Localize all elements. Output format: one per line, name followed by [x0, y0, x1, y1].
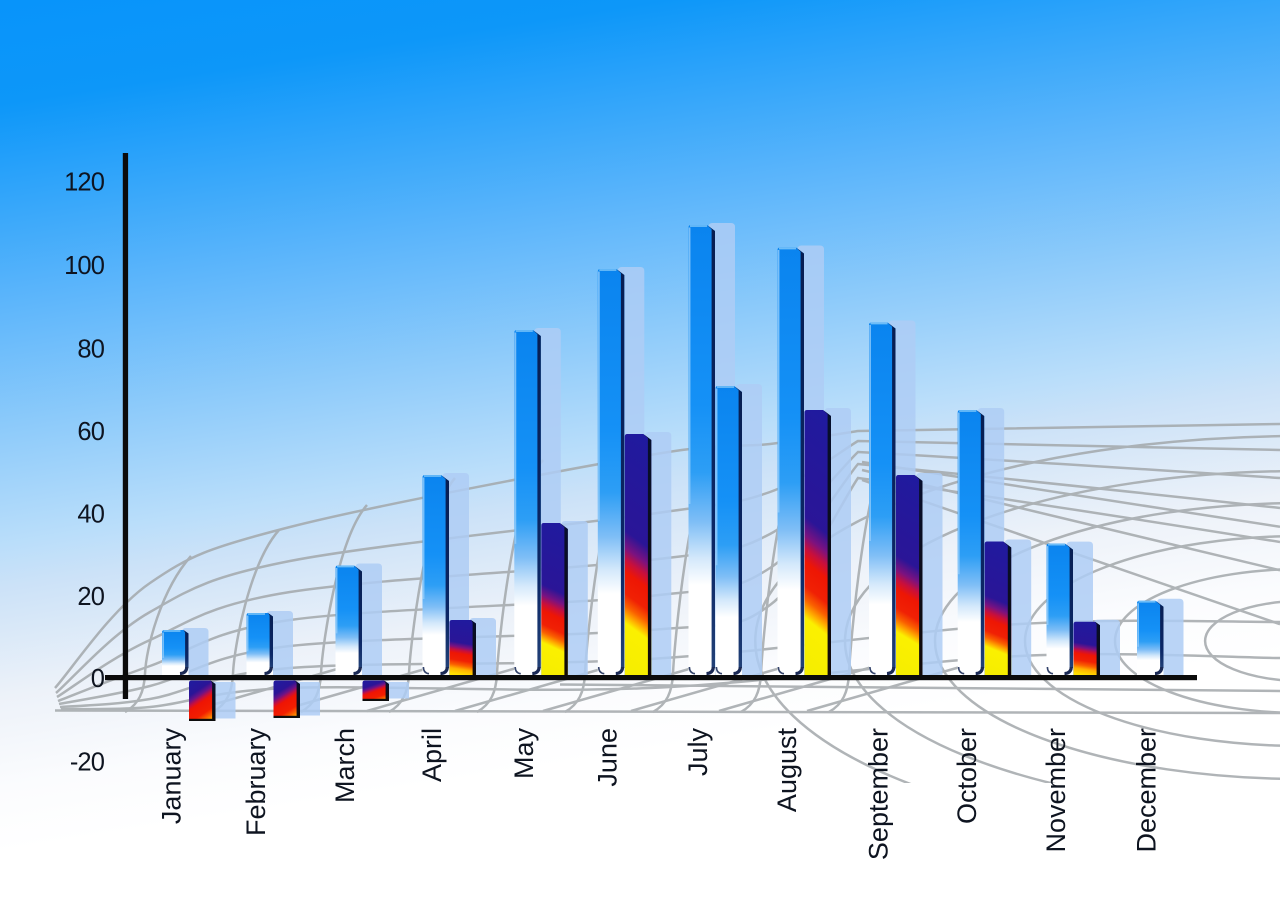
svg-text:May: May: [509, 728, 539, 780]
svg-text:November: November: [1041, 728, 1071, 853]
svg-text:February: February: [241, 728, 271, 837]
svg-text:-20: -20: [70, 749, 105, 777]
svg-text:June: June: [592, 728, 622, 787]
svg-text:20: 20: [77, 583, 104, 611]
svg-text:60: 60: [77, 418, 104, 446]
svg-text:January: January: [157, 728, 187, 825]
svg-text:April: April: [417, 728, 447, 782]
svg-text:September: September: [864, 728, 894, 860]
svg-text:80: 80: [77, 335, 104, 363]
svg-text:August: August: [772, 728, 802, 813]
svg-text:0: 0: [91, 665, 105, 693]
svg-text:March: March: [330, 728, 360, 803]
svg-text:October: October: [952, 728, 982, 824]
svg-text:July: July: [683, 728, 713, 777]
svg-text:December: December: [1132, 728, 1162, 853]
svg-text:40: 40: [77, 501, 104, 529]
svg-text:100: 100: [64, 252, 105, 280]
svg-text:120: 120: [64, 169, 105, 197]
